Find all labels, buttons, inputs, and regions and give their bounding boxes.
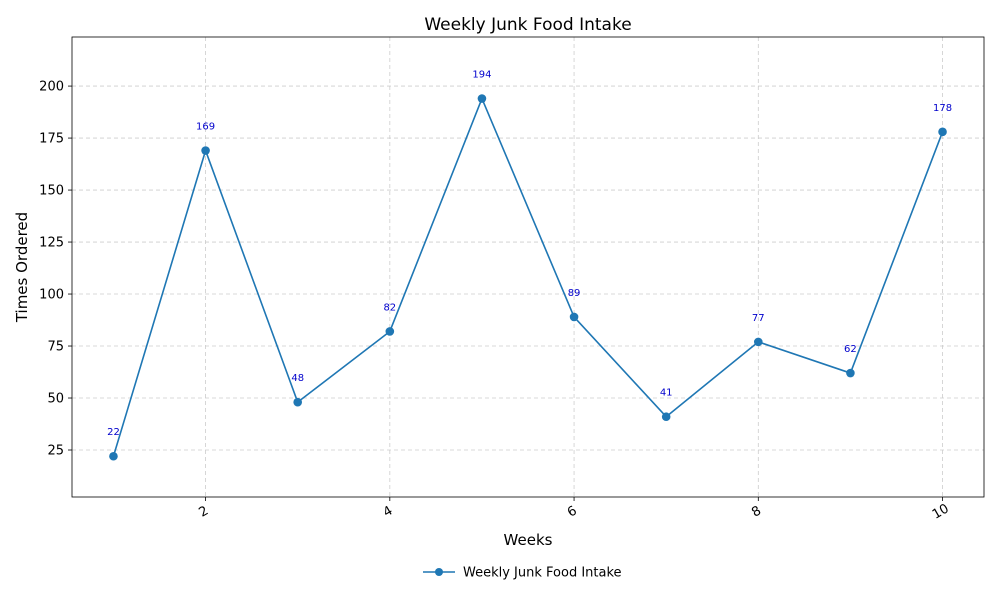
data-label: 89 bbox=[568, 288, 581, 299]
data-label: 178 bbox=[933, 103, 952, 114]
y-tick-label: 150 bbox=[39, 184, 64, 199]
y-tick-label: 200 bbox=[39, 80, 64, 95]
legend-label: Weekly Junk Food Intake bbox=[463, 566, 622, 581]
y-axis-label: Times Ordered bbox=[13, 212, 31, 323]
series-layer bbox=[109, 94, 947, 461]
series-line bbox=[112, 97, 944, 457]
legend-marker bbox=[435, 568, 443, 576]
data-point bbox=[201, 146, 210, 155]
data-label: 169 bbox=[196, 122, 215, 133]
data-point bbox=[846, 368, 855, 378]
plot-frame bbox=[71, 36, 985, 498]
x-tick-label: 10 bbox=[930, 501, 952, 522]
data-label: 62 bbox=[844, 344, 857, 355]
legend: Weekly Junk Food Intake bbox=[423, 566, 622, 581]
y-tick-label: 75 bbox=[47, 340, 64, 355]
chart-title: Weekly Junk Food Intake bbox=[424, 15, 631, 35]
data-labels: 22 169 48 82 194 89 41 77 62 178 bbox=[107, 70, 952, 439]
data-point bbox=[477, 94, 487, 103]
y-tick-label: 25 bbox=[47, 444, 64, 459]
data-point bbox=[109, 451, 118, 461]
data-point bbox=[754, 337, 763, 347]
y-tick-label: 175 bbox=[39, 132, 64, 147]
data-label: 41 bbox=[660, 388, 673, 399]
data-point bbox=[938, 127, 947, 137]
data-label: 82 bbox=[383, 302, 396, 313]
y-tick-label: 50 bbox=[47, 392, 64, 407]
data-point bbox=[569, 312, 579, 322]
data-label: 48 bbox=[291, 373, 304, 384]
y-axis-ticks: 25 50 75 100 125 150 175 200 bbox=[39, 80, 72, 459]
data-label: 194 bbox=[472, 70, 491, 81]
data-point bbox=[661, 412, 671, 422]
data-label: 22 bbox=[107, 427, 120, 438]
x-axis-label: Weeks bbox=[504, 531, 553, 549]
grid bbox=[72, 37, 984, 497]
data-label: 77 bbox=[752, 313, 765, 324]
y-tick-label: 100 bbox=[39, 288, 64, 303]
data-point bbox=[293, 397, 302, 407]
data-point bbox=[385, 327, 395, 336]
y-tick-label: 125 bbox=[39, 236, 64, 251]
